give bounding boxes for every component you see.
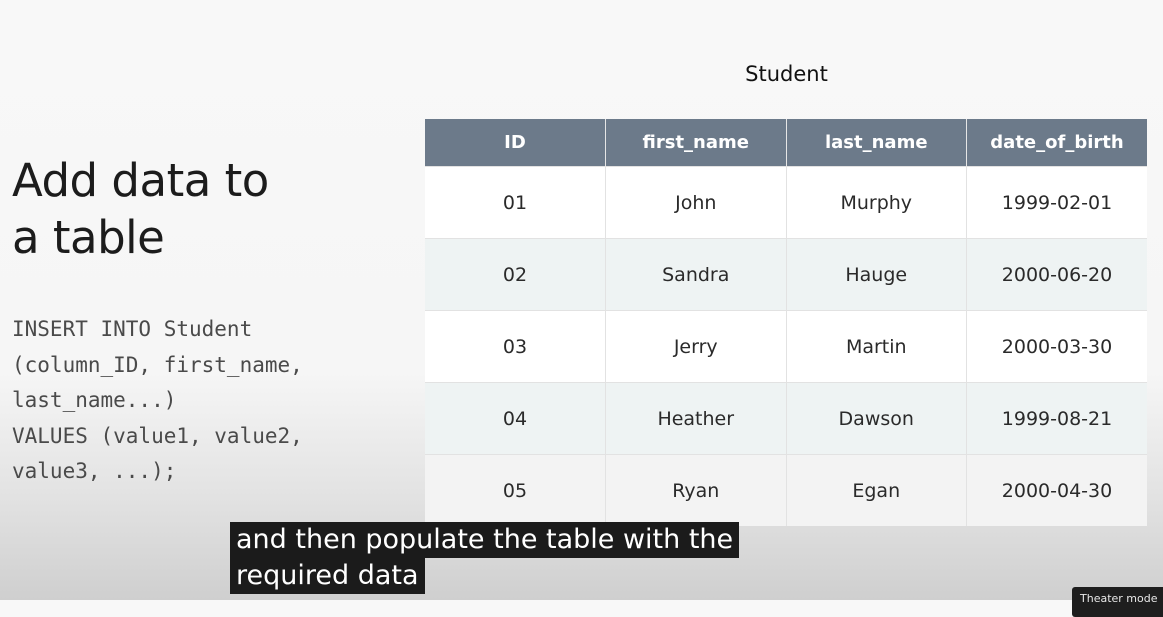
code-line: (column_ID, first_name, (12, 352, 303, 377)
column-header-first-name: first_name (605, 119, 787, 167)
sql-code-block: INSERT INTO Student (column_ID, first_na… (12, 312, 303, 490)
table-cell: Martin (786, 310, 967, 383)
table-cell: 02 (425, 238, 606, 311)
table-row: 02 Sandra Hauge 2000-06-20 (425, 238, 1147, 311)
table-cell: 04 (425, 382, 606, 455)
column-header-id: ID (425, 119, 606, 167)
student-table: ID first_name last_name date_of_birth 01… (425, 119, 1147, 527)
slide-title-line-1: Add data to (12, 154, 269, 207)
caption-line-1: and then populate the table with the (230, 522, 740, 558)
table-cell: 1999-08-21 (966, 382, 1147, 455)
slide-title: Add data to a table (12, 152, 269, 266)
column-header-date-of-birth: date_of_birth (966, 119, 1147, 167)
code-line: VALUES (value1, value2, (12, 423, 303, 448)
table-cell: 1999-02-01 (966, 166, 1147, 239)
table-cell: 05 (425, 454, 606, 527)
table-cell: 2000-03-30 (966, 310, 1147, 383)
table-cell: John (605, 166, 787, 239)
table-row: 03 Jerry Martin 2000-03-30 (425, 310, 1147, 383)
video-captions: and then populate the table with the req… (230, 522, 740, 594)
table-cell: Sandra (605, 238, 787, 311)
theater-mode-tooltip: Theater mode (1072, 587, 1163, 617)
table-cell: Jerry (605, 310, 787, 383)
column-header-last-name: last_name (786, 119, 967, 167)
table-cell: Egan (786, 454, 967, 527)
table-row: 05 Ryan Egan 2000-04-30 (425, 454, 1147, 527)
table-cell: Hauge (786, 238, 967, 311)
slide-title-line-2: a table (12, 211, 165, 264)
table-cell: Ryan (605, 454, 787, 527)
table-header-row: ID first_name last_name date_of_birth (425, 119, 1147, 167)
table-cell: Murphy (786, 166, 967, 239)
table-cell: 2000-06-20 (966, 238, 1147, 311)
caption-line-2: required data (230, 558, 425, 594)
table-cell: Heather (605, 382, 787, 455)
table-row: 04 Heather Dawson 1999-08-21 (425, 382, 1147, 455)
table-cell: 03 (425, 310, 606, 383)
code-line: last_name...) (12, 388, 177, 412)
table-cell: 01 (425, 166, 606, 239)
code-line: INSERT INTO Student (12, 317, 253, 341)
code-line: value3, ...); (12, 459, 177, 483)
table-caption: Student (745, 62, 828, 86)
table-cell: 2000-04-30 (966, 454, 1147, 527)
table-row: 01 John Murphy 1999-02-01 (425, 166, 1147, 239)
table-cell: Dawson (786, 382, 967, 455)
